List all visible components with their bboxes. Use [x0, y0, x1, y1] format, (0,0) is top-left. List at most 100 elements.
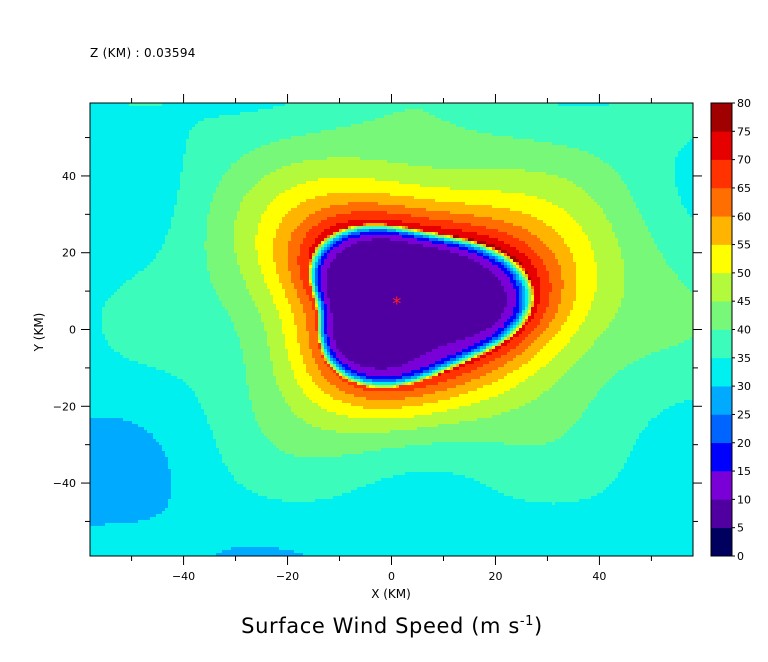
contour-cell [171, 478, 234, 482]
contour-cell [315, 271, 318, 275]
contour-cell [438, 346, 468, 350]
contour-cell [303, 220, 321, 224]
contour-cell [315, 298, 318, 302]
contour-cell [525, 289, 528, 293]
contour-cell [246, 379, 276, 383]
contour-cell [318, 256, 321, 260]
contour-cell [90, 508, 165, 512]
contour-cell [348, 226, 351, 230]
contour-cell [330, 241, 333, 245]
contour-cell [318, 322, 321, 326]
contour-cell [90, 538, 693, 542]
contour-cell [372, 238, 390, 242]
contour-cell [237, 256, 258, 260]
contour-cell [324, 331, 327, 335]
contour-cell [675, 172, 693, 176]
contour-cell [306, 364, 318, 368]
contour-cell [267, 208, 291, 212]
contour-cell [495, 358, 513, 362]
contour-cell [318, 328, 321, 332]
contour-cell [90, 499, 168, 503]
contour-cell [279, 547, 693, 551]
contour-cell [180, 172, 225, 176]
contour-cell [420, 373, 423, 377]
contour-cell [540, 349, 561, 353]
contour-cell [291, 235, 306, 239]
contour-cell [270, 172, 546, 176]
contour-cell [549, 295, 561, 299]
contour-cell [279, 313, 294, 317]
contour-cell [516, 316, 519, 320]
contour-cell [504, 322, 510, 326]
contour-cell [576, 277, 597, 281]
contour-cell [342, 238, 348, 242]
contour-cell [441, 118, 693, 122]
contour-cell [519, 382, 555, 386]
contour-cell [321, 343, 324, 347]
contour-cell [633, 445, 693, 449]
contour-cell [621, 301, 693, 305]
contour-cell [318, 340, 321, 344]
contour-cell [441, 226, 486, 230]
contour-cell [315, 283, 318, 287]
contour-cell [450, 235, 453, 239]
contour-cell [516, 280, 519, 284]
contour-cell [408, 226, 441, 230]
contour-cell [300, 265, 309, 269]
contour-cell [351, 244, 423, 248]
colorbar-swatch [711, 414, 732, 444]
contour-cell [513, 223, 546, 227]
contour-cell [228, 466, 624, 470]
contour-cell [324, 340, 327, 344]
contour-cell [297, 382, 315, 386]
colorbar-label: 65 [737, 182, 751, 195]
contour-cell [537, 337, 552, 341]
contour-cell [240, 340, 267, 344]
contour-cell [273, 259, 288, 263]
contour-cell [90, 430, 147, 434]
contour-cell [456, 124, 693, 128]
contour-cell [405, 382, 408, 386]
contour-cell [321, 280, 327, 284]
contour-cell [420, 229, 423, 233]
contour-cell [324, 301, 330, 305]
contour-cell [513, 310, 519, 314]
contour-cell [534, 355, 555, 359]
contour-cell [318, 283, 321, 287]
contour-cell [318, 292, 321, 296]
contour-cell [540, 334, 555, 338]
contour-cell [447, 367, 450, 371]
contour-cell [564, 322, 582, 326]
contour-cell [162, 247, 204, 251]
contour-cell [519, 277, 522, 281]
contour-cell [543, 316, 555, 320]
contour-cell [510, 334, 513, 338]
contour-cell [561, 301, 573, 305]
contour-cell [471, 352, 474, 356]
contour-cell [624, 181, 675, 185]
contour-cell [312, 286, 315, 290]
contour-cell [555, 229, 582, 233]
contour-cell [306, 370, 321, 374]
contour-cell [576, 220, 609, 224]
contour-cell [321, 298, 324, 302]
contour-cell [636, 442, 693, 446]
contour-cell [90, 445, 162, 449]
contour-cell [291, 232, 306, 236]
contour-cell [348, 382, 357, 386]
contour-cell [519, 334, 528, 338]
contour-cell [231, 166, 282, 170]
contour-cell [597, 493, 693, 497]
contour-cell [294, 376, 312, 380]
contour-cell [330, 244, 333, 248]
contour-cell [504, 364, 522, 368]
contour-cell [522, 268, 525, 272]
contour-cell [495, 250, 498, 254]
contour-cell [105, 334, 237, 338]
contour-cell [312, 355, 321, 359]
contour-cell [318, 316, 321, 320]
contour-cell [438, 424, 573, 428]
contour-cell [246, 280, 264, 284]
contour-cell [168, 463, 225, 467]
contour-cell [90, 289, 117, 293]
